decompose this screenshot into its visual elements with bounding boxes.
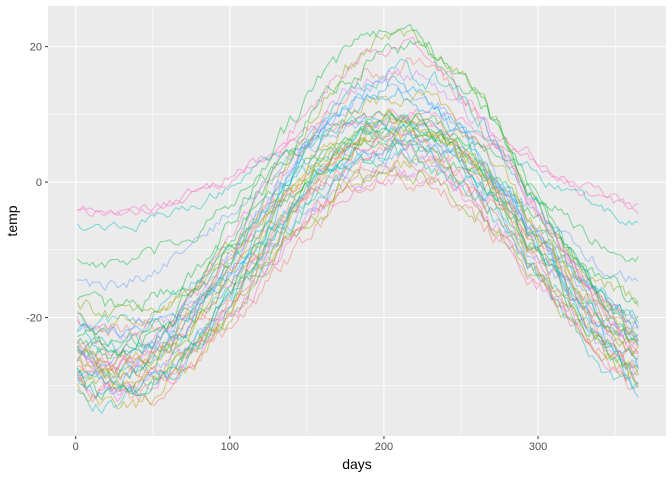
- grid-minor: [48, 6, 666, 436]
- x-tick-label: 100: [221, 441, 239, 453]
- series-line: [77, 125, 639, 336]
- x-axis-title: days: [342, 456, 372, 472]
- y-axis-ticks: -20 0 20: [26, 42, 48, 324]
- series-line: [76, 24, 639, 359]
- series-line: [77, 77, 639, 369]
- series-line: [77, 140, 639, 373]
- series-line: [76, 112, 639, 233]
- plot-panel-background: [48, 6, 666, 436]
- x-tick-label: 0: [73, 441, 79, 453]
- y-tick-label: 20: [30, 42, 42, 54]
- series-line: [77, 169, 639, 403]
- series-line: [76, 129, 639, 337]
- y-axis-title: temp: [4, 205, 20, 236]
- x-axis-ticks: 0 100 200 300: [73, 436, 547, 453]
- x-tick-label: 200: [375, 441, 393, 453]
- series-line: [76, 68, 639, 372]
- series-line: [76, 174, 639, 406]
- series-line: [76, 58, 639, 353]
- series-line: [76, 162, 639, 396]
- series-line: [77, 108, 639, 217]
- series-line: [76, 166, 639, 393]
- series-line: [76, 137, 639, 371]
- series-line: [76, 157, 639, 392]
- series-line: [76, 87, 639, 389]
- series-line: [76, 113, 639, 378]
- series-line: [76, 113, 639, 401]
- series-line: [76, 108, 639, 410]
- series-line: [76, 75, 639, 400]
- series-line: [77, 116, 639, 292]
- series-line: [77, 115, 639, 381]
- series-line: [76, 90, 639, 373]
- series-line: [76, 120, 639, 414]
- series-line: [76, 57, 639, 370]
- series-line: [77, 40, 639, 357]
- series-line: [76, 144, 639, 385]
- grid-major: [48, 6, 666, 436]
- series-line: [77, 137, 639, 338]
- series-line: [76, 28, 639, 379]
- series-line: [76, 138, 639, 349]
- series-line: [76, 36, 639, 357]
- series-line: [76, 110, 639, 268]
- y-tick-label: 0: [36, 177, 42, 189]
- series-line: [76, 147, 639, 380]
- x-tick-label: 300: [529, 441, 547, 453]
- series-line: [77, 152, 639, 393]
- series-line: [76, 126, 639, 319]
- series-line: [76, 125, 639, 341]
- series-line: [76, 113, 639, 217]
- y-tick-label: -20: [26, 312, 42, 324]
- series-line: [76, 138, 639, 356]
- series-lines: [76, 24, 639, 414]
- series-line: [76, 114, 639, 312]
- series-line: [76, 125, 639, 330]
